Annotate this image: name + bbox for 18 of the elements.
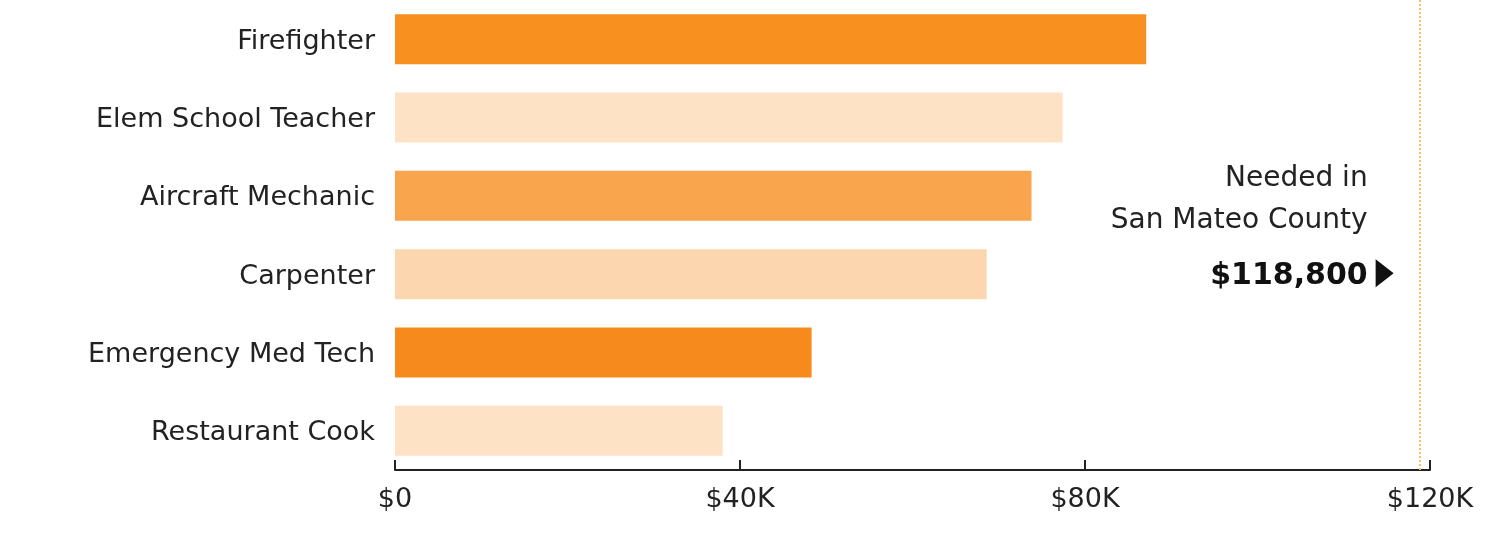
bar [395, 249, 987, 300]
x-tick-label: $80K [1050, 482, 1121, 513]
ref-line-label: Needed in San Mateo County [1110, 159, 1368, 235]
x-tick-label: $40K [705, 482, 776, 513]
annotation: $118,800 [1210, 255, 1368, 291]
y-tick-label: Restaurant Cook [151, 415, 376, 447]
bar [395, 14, 1147, 65]
y-tick-label: Aircraft Mechanic [139, 180, 375, 212]
x-tick-label: $120K [1386, 482, 1475, 513]
x-tick-label: $0 [377, 482, 413, 513]
y-tick-label: Carpenter [239, 258, 376, 290]
bar [395, 170, 1032, 221]
y-tick-label: Firefighter [237, 23, 376, 55]
bar [395, 92, 1063, 143]
bar [395, 405, 723, 456]
y-tick-label: Emergency Med Tech [88, 337, 375, 368]
y-tick-label: Elem School Teacher [95, 102, 376, 133]
bar [395, 327, 812, 378]
